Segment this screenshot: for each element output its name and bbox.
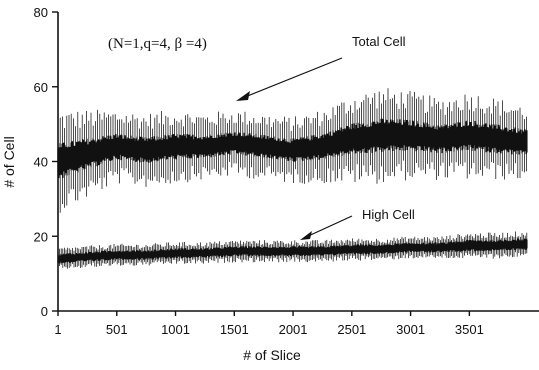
y-tick-label: 0 <box>41 304 48 319</box>
high-cell-arrow-shaft <box>303 215 353 239</box>
x-tick-label: 3001 <box>396 322 425 337</box>
y-axis-title: # of Cell <box>1 136 17 187</box>
y-tick-label: 80 <box>34 5 48 20</box>
x-axis-title: # of Slice <box>243 347 301 363</box>
parameter-annotation: (N=1,q=4, β =4) <box>108 36 207 52</box>
x-tick-label: 1001 <box>161 322 190 337</box>
x-tick-label: 2501 <box>337 322 366 337</box>
x-tick-label: 1 <box>54 322 61 337</box>
x-tick-label: 3501 <box>455 322 484 337</box>
series-total-cell <box>57 88 528 213</box>
series-label-high-cell: High Cell <box>362 207 415 222</box>
y-axis-ticks: 0 20 40 60 80 <box>34 5 58 319</box>
total-cell-arrow-shaft <box>239 57 343 100</box>
y-tick-label: 20 <box>34 229 48 244</box>
series-high-cell <box>57 231 528 269</box>
total-cell-arrow-head <box>236 91 250 101</box>
series-label-total-cell: Total Cell <box>352 34 406 49</box>
x-axis-ticks: 1 501 1001 1501 2001 2501 3001 3501 <box>54 311 484 337</box>
high-cell-arrow-head <box>300 231 312 240</box>
plot-data-layer <box>57 88 528 269</box>
y-tick-label: 40 <box>34 155 48 170</box>
y-tick-label: 60 <box>34 80 48 95</box>
x-tick-label: 501 <box>106 322 128 337</box>
x-tick-label: 2001 <box>279 322 308 337</box>
x-tick-label: 1501 <box>220 322 249 337</box>
